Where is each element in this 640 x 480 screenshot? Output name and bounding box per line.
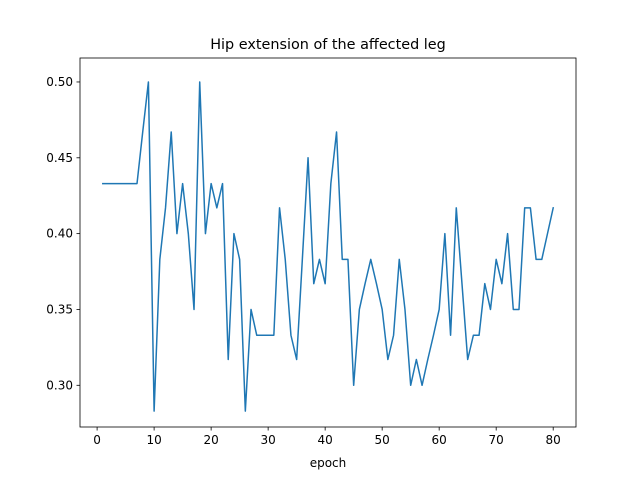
x-tick-label: 0 — [93, 433, 101, 447]
series-line-0 — [102, 81, 555, 412]
plot-area — [102, 81, 555, 412]
y-tick-label: 0.45 — [46, 151, 73, 165]
chart-title: Hip extension of the affected leg — [210, 37, 446, 53]
x-tick-label: 70 — [489, 433, 504, 447]
y-axis: 0.30 0.35 0.40 0.45 0.50 — [46, 75, 80, 392]
axes-frame — [79, 57, 577, 428]
x-tick-label: 50 — [375, 433, 390, 447]
y-tick-label: 0.50 — [46, 75, 73, 89]
y-tick-label: 0.35 — [46, 302, 73, 316]
x-tick-label: 60 — [432, 433, 447, 447]
x-tick-label: 20 — [203, 433, 218, 447]
y-tick-label: 0.40 — [46, 227, 73, 241]
x-axis-label: epoch — [310, 456, 347, 470]
x-tick-label: 80 — [546, 433, 561, 447]
x-axis: 0 10 20 30 40 50 60 70 80 — [93, 427, 561, 447]
x-tick-label: 10 — [146, 433, 161, 447]
x-tick-label: 40 — [318, 433, 333, 447]
x-tick-label: 30 — [260, 433, 275, 447]
y-tick-label: 0.30 — [46, 378, 73, 392]
